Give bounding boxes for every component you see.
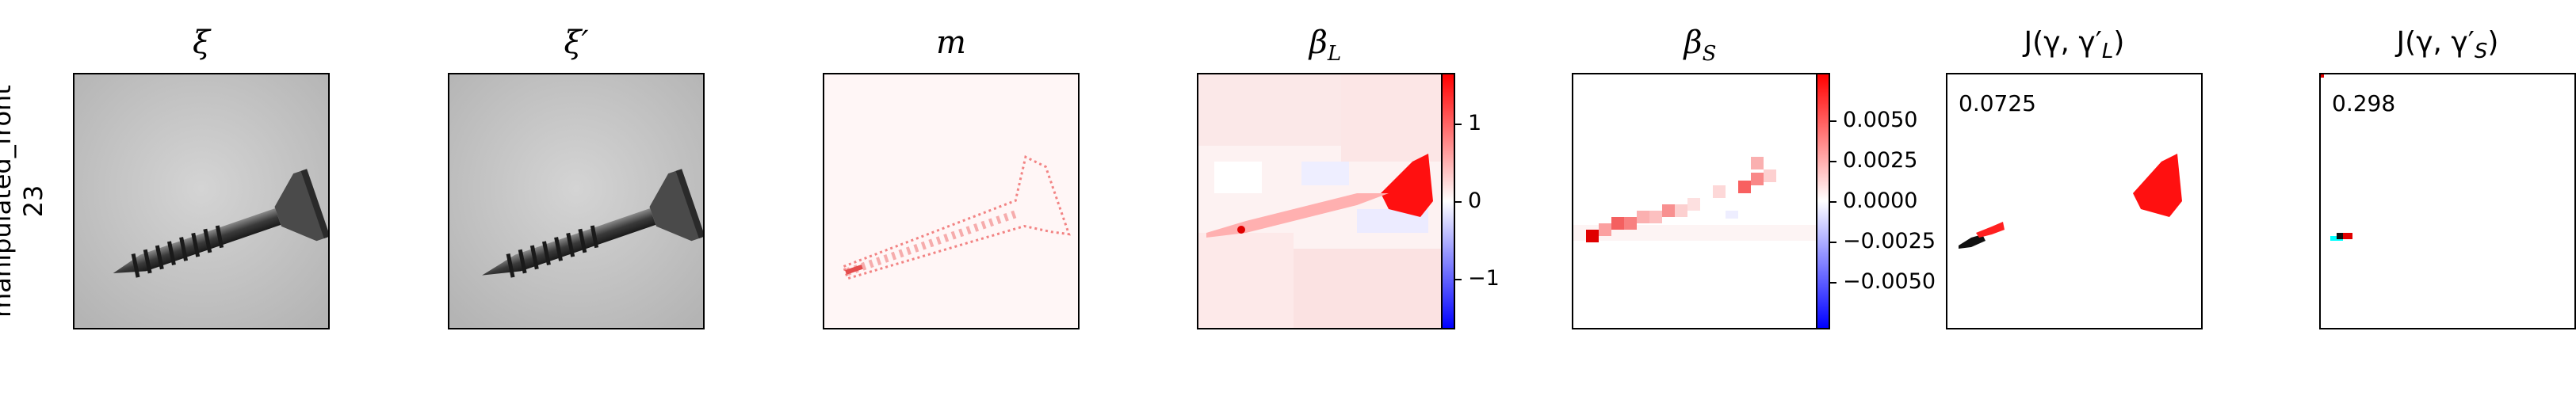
image-m: [823, 73, 1080, 329]
cbar-s-tick-1: [1830, 161, 1836, 162]
cbar-l-tick-0: [1455, 201, 1462, 203]
cbar-s-tick-3: [1830, 242, 1836, 243]
image-beta-s: [1572, 73, 1829, 329]
screw-image-manipulated: [449, 74, 703, 328]
cbar-l-label-1: 1: [1468, 111, 1482, 135]
panel-title-beta-s: βS: [1572, 24, 1829, 73]
cbar-l-tick-neg1: [1455, 279, 1462, 280]
row-label-line2: 23: [18, 185, 48, 218]
panel-title-j-l: J(γ, γ′L): [1946, 24, 2203, 70]
panel-title-m-text: m: [936, 25, 966, 61]
row-label-line1: manipulated_front: [0, 85, 17, 318]
cbar-s-label-1: 0.0025: [1843, 148, 1918, 173]
panel-title-xi-text: ξ: [192, 25, 211, 61]
cbar-l-label-neg1: −1: [1468, 266, 1500, 291]
panel-title-beta-s-main: β: [1684, 25, 1703, 61]
image-beta-l: [1197, 73, 1454, 329]
panel-title-beta-s-sub: S: [1702, 42, 1717, 66]
image-xi: [73, 73, 330, 329]
image-j-l: 0.0725: [1946, 73, 2203, 329]
panel-title-j-s-main: J(γ, γ′: [2396, 26, 2475, 59]
score-j-l: 0.0725: [1959, 90, 2036, 116]
panel-title-j-l-main: J(γ, γ′: [2024, 26, 2102, 59]
cbar-l-label-0: 0: [1468, 188, 1482, 213]
j-s-overlap-map: [2321, 74, 2352, 241]
cbar-s-label-2: 0.0000: [1843, 188, 1918, 213]
cbar-s-tick-0: [1830, 120, 1836, 122]
cbar-s-tick-4: [1830, 282, 1836, 284]
image-j-s: 0.298: [2319, 73, 2576, 329]
beta-l-heatmap: [1198, 74, 1452, 328]
cbar-s-label-4: −0.0050: [1843, 269, 1936, 294]
screw-image: [75, 74, 328, 328]
row-label: manipulated_front 23: [0, 85, 49, 318]
colorbar-beta-l: [1441, 73, 1455, 329]
image-xi-prime: [448, 73, 705, 329]
panel-title-j-s-end: ): [2487, 26, 2499, 59]
cbar-s-label-0: 0.0050: [1843, 108, 1918, 132]
panel-title-beta-l: βL: [1197, 24, 1454, 73]
panel-title-xi-prime: ξ′: [448, 24, 705, 62]
cbar-l-tick-1: [1455, 124, 1462, 125]
panel-title-j-s-sub: S: [2474, 40, 2488, 64]
panel-title-j-l-sub: L: [2101, 40, 2114, 64]
panel-title-beta-l-sub: L: [1327, 42, 1342, 66]
cbar-s-label-3: −0.0025: [1843, 229, 1936, 253]
panel-title-j-s: J(γ, γ′S): [2319, 24, 2576, 70]
panel-title-xi: ξ: [73, 24, 330, 62]
score-j-s: 0.298: [2332, 90, 2396, 116]
j-l-overlap-map: [1959, 154, 2182, 249]
beta-s-heatmap: [1573, 74, 1827, 328]
panel-title-m: m: [823, 24, 1080, 62]
mask-map: [824, 74, 1078, 328]
cbar-s-tick-2: [1830, 201, 1836, 203]
panel-title-j-l-end: ): [2113, 26, 2125, 59]
colorbar-beta-s: [1816, 73, 1830, 329]
panel-title-xi-prime-text: ξ′: [564, 25, 589, 61]
panel-title-beta-l-main: β: [1309, 25, 1328, 61]
